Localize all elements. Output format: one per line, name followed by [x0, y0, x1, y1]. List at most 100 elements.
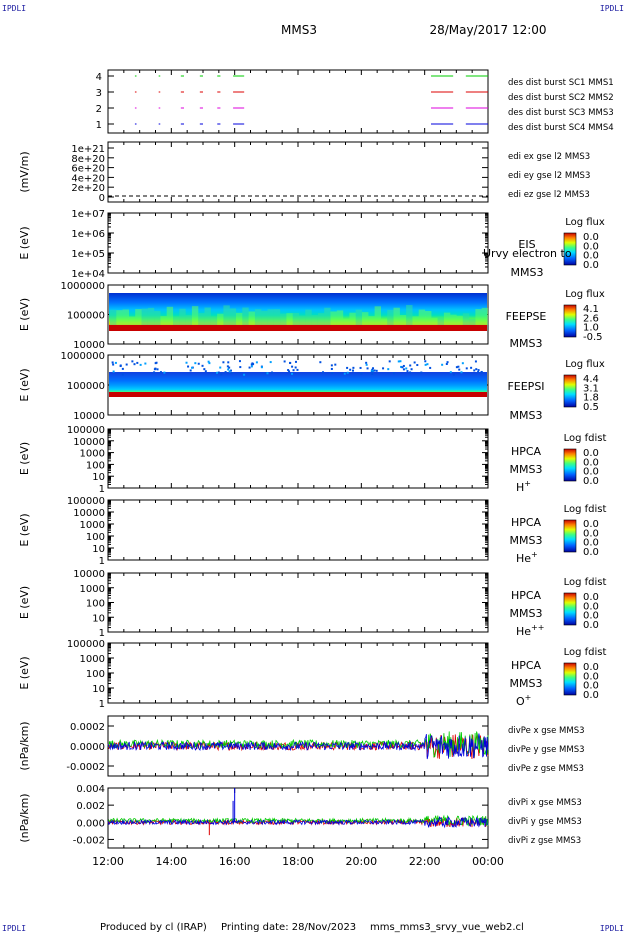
y-tick-label: 10000 [73, 437, 105, 448]
y-tick-label: 100000 [67, 639, 105, 650]
y-tick-label: 1e+07 [71, 209, 105, 220]
feepsi-flux-cell [228, 370, 231, 373]
feepse-flux-cell [116, 310, 123, 325]
feepsi-flux-cell [441, 363, 444, 366]
feepsi-flux-cell [406, 370, 409, 373]
hpca_o-colorbar-title: Log fdist [564, 647, 607, 658]
feepse-flux-cell [185, 315, 192, 325]
y-tick-label: 8e+20 [71, 154, 105, 165]
feepsi-flux-cell [197, 362, 200, 365]
feepsi-flux-cell [153, 371, 156, 374]
feepse-instrument-label: FEEPSE [506, 310, 547, 323]
y-tick-label: 10 [92, 613, 105, 624]
feepse-flux-cell [242, 307, 249, 325]
feepse-flux-cell [135, 309, 142, 325]
feepsi-flux-cell [465, 367, 468, 370]
feepsi-flux-cell [112, 370, 115, 373]
hpca_he2-frame [107, 572, 489, 633]
eis-colorbar-tick: 0.0 [583, 260, 599, 271]
feepsi-flux-cell [296, 368, 299, 371]
feepsi-flux-cell [125, 363, 128, 366]
hpca_he1-colorbar-tick: 0.0 [583, 519, 599, 530]
feepsi-flux-cell [227, 368, 230, 371]
feepsi-flux-cell [228, 366, 231, 369]
y-tick-label: 1e+06 [71, 229, 105, 240]
feepsi-flux-cell [260, 366, 263, 369]
y-tick-label: 1 [99, 556, 105, 567]
feepsi-flux-cell [248, 366, 251, 369]
hpca_o-colorbar [563, 662, 577, 696]
feepsi-flux-cell [388, 360, 391, 363]
feepsi-flux-cell [446, 361, 449, 364]
feepsi-flux-cell [360, 372, 363, 375]
feepse-flux-cell [343, 318, 350, 325]
feepsi-flux-cell [189, 369, 192, 372]
y-axis-label: E (eV) [18, 586, 31, 619]
feepse-flux-cell [425, 310, 432, 325]
x-tick-label: 14:00 [155, 855, 187, 868]
y-axis-label: E (eV) [18, 442, 31, 475]
y-tick-label: 1000 [80, 584, 105, 595]
hpca_he2-colorbar-tick: 0.0 [583, 620, 599, 631]
feepsi-flux-cell [366, 367, 369, 370]
feepsi-flux-cell [343, 372, 346, 375]
hpca_he1-instrument-label: HPCA [511, 516, 542, 529]
x-tick-label: 00:00 [472, 855, 504, 868]
feepsi-flux-cell [480, 371, 483, 374]
eis-colorbar-tick: 0.0 [583, 232, 599, 243]
feepse-colorbar-title: Log flux [565, 289, 605, 300]
feepsi-flux-cell [477, 369, 480, 372]
corner-mark-bottom-left: IPDLI [2, 924, 27, 933]
feepsi-flux-cell [372, 370, 375, 373]
hpca_he2-colorbar-tick: 0.0 [583, 601, 599, 612]
divpi-legend-item: divPi x gse MMS3 [508, 798, 582, 808]
feepsi-flux-cell [271, 371, 274, 374]
y-axis-label: E (eV) [18, 513, 31, 546]
edi-legend-item: edi ey gse l2 MMS3 [508, 171, 590, 181]
feepse-spacecraft-label: MMS3 [510, 337, 543, 350]
x-tick-label: 20:00 [345, 855, 377, 868]
feepse-flux-cell [122, 309, 129, 325]
y-axis-label: E (eV) [18, 298, 31, 331]
feepse-flux-cell [147, 307, 155, 325]
feepsi-flux-cell [243, 373, 246, 376]
eis-colorbar-title: Log flux [565, 217, 605, 228]
feepse-flux-cell [267, 309, 274, 325]
y-tick-label: 2 [96, 104, 102, 115]
hpca_he2-colorbar-tick: 0.0 [583, 592, 599, 603]
feepsi-flux-cell [119, 364, 122, 367]
eis-colorbar-tick: 0.0 [583, 251, 599, 262]
feepse-flux-cell [349, 312, 356, 325]
feepsi-flux-cell [229, 369, 232, 372]
feepsi-flux-cell [217, 371, 220, 374]
hpca_he1-colorbar-title: Log fdist [564, 504, 607, 515]
y-tick-label: 10000 [73, 340, 105, 351]
y-tick-label: 4e+20 [71, 173, 105, 184]
feepsi-flux-cell [283, 360, 286, 363]
eis-colorbar-tick: 0.0 [583, 241, 599, 252]
feepse-flux-cell [399, 315, 407, 325]
feepsi-flux-cell [238, 360, 241, 363]
feepsi-flux-cell [387, 368, 390, 371]
feepse-flux-cell [475, 309, 482, 325]
divpi-frame [107, 787, 489, 849]
footer-producer: Produced by cl (IRAP) [100, 922, 207, 933]
y-tick-label: 10 [92, 472, 105, 483]
hpca_o-spacecraft-label: MMS3 [510, 677, 543, 690]
y-tick-label: 100000 [67, 311, 105, 322]
eis-overlay-text: Urvy electron to [483, 247, 572, 260]
y-tick-label: 0.004 [76, 784, 105, 795]
feepsi-flux-cell [399, 360, 402, 363]
feepsi-flux-cell [114, 361, 117, 364]
hpca_o-colorbar-tick: 0.0 [583, 671, 599, 682]
feepsi-flux-cell [470, 366, 473, 369]
feepse-flux-cell [128, 316, 136, 325]
feepse-flux-cell [141, 308, 148, 325]
feepsi-colorbar-tick: 4.4 [583, 374, 599, 385]
burst-legend-item: des dist burst SC1 MMS1 [508, 78, 614, 88]
corner-mark-bottom-right: IPDLI [599, 924, 624, 933]
